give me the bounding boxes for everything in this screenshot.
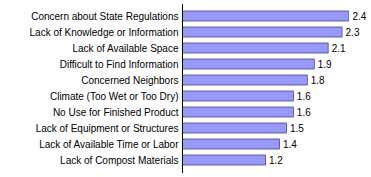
svg-text:Lack of Compost Materials: Lack of Compost Materials [60,155,178,166]
svg-text:2.1: 2.1 [332,43,346,54]
svg-text:1.9: 1.9 [318,59,332,70]
svg-text:No Use for Finished Product: No Use for Finished Product [53,107,179,118]
svg-text:1.6: 1.6 [297,107,311,118]
svg-text:Climate (Too Wet or Too Dry): Climate (Too Wet or Too Dry) [50,91,179,102]
svg-text:Difficult to Find Information: Difficult to Find Information [60,59,179,70]
svg-text:2.4: 2.4 [353,11,367,22]
svg-text:1.5: 1.5 [290,123,304,134]
svg-text:Lack of Available Time or Labo: Lack of Available Time or Labor [39,139,179,150]
svg-text:1.4: 1.4 [283,139,297,150]
svg-text:1.8: 1.8 [311,75,325,86]
svg-text:1.6: 1.6 [297,91,311,102]
svg-text:2.3: 2.3 [346,27,360,38]
svg-text:Concern about State Regulation: Concern about State Regulations [31,11,178,22]
svg-text:Lack of Equipment or Structure: Lack of Equipment or Structures [36,123,179,134]
svg-text:Lack of Available Space: Lack of Available Space [72,43,178,54]
svg-text:1.2: 1.2 [269,155,283,166]
svg-text:Lack of Knowledge or Informati: Lack of Knowledge or Information [30,27,179,38]
svg-text:Concerned Neighbors: Concerned Neighbors [81,75,178,86]
